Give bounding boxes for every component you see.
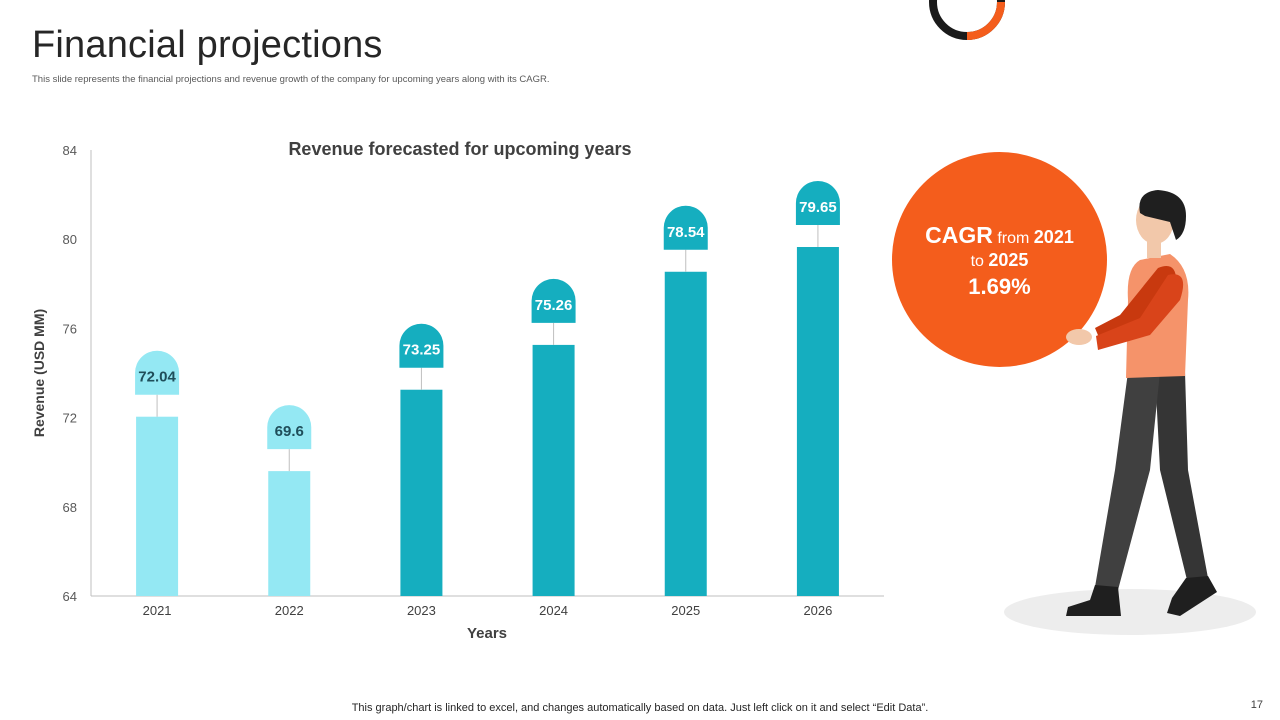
data-label: 73.25 (403, 342, 441, 359)
bar (400, 389, 443, 596)
person-front-shoe (1066, 585, 1121, 616)
page-title: Financial projections (32, 24, 383, 66)
label-bubble (531, 278, 576, 323)
label-bubble (663, 205, 708, 250)
x-tick-label: 2024 (539, 603, 568, 618)
person-back-arm (1095, 266, 1177, 340)
label-bubble (795, 181, 840, 226)
person-hand (1066, 329, 1092, 345)
y-tick-label: 76 (63, 321, 77, 336)
y-axis-label: Revenue (USD MM) (31, 309, 47, 437)
x-tick-label: 2023 (407, 603, 436, 618)
data-label: 79.65 (799, 199, 837, 216)
data-label: 72.04 (138, 369, 176, 386)
page-number: 17 (1250, 699, 1263, 711)
x-tick-label: 2025 (671, 603, 700, 618)
revenue-bar-chart: Revenue forecasted for upcoming years Re… (31, 139, 884, 642)
person-front-leg (1095, 372, 1160, 590)
data-label: 69.6 (275, 423, 304, 440)
y-tick-label: 64 (63, 589, 77, 604)
data-label: 78.54 (667, 224, 705, 241)
bar (532, 344, 575, 596)
person-hair (1139, 190, 1186, 240)
chart-title: Revenue forecasted for upcoming years (288, 139, 631, 159)
bar (796, 247, 839, 596)
cagr-line-2: to 2025 (892, 250, 1107, 271)
y-tick-label: 72 (63, 411, 77, 426)
floor-shadow (1004, 589, 1256, 635)
cagr-to-year: 2025 (988, 250, 1029, 270)
bar (664, 271, 707, 596)
decorative-ring-icon (929, 0, 1005, 40)
cagr-label: CAGR (925, 222, 993, 248)
person-back-leg (1155, 372, 1208, 584)
person-illustration (1004, 190, 1256, 635)
y-tick-label: 84 (63, 143, 77, 158)
cagr-to-word: to (970, 253, 984, 270)
label-bubble (267, 405, 312, 450)
person-back-shoe (1167, 576, 1217, 616)
footer-note: This graph/chart is linked to excel, and… (351, 702, 929, 714)
y-tick-label: 80 (63, 232, 77, 247)
label-bubble (399, 323, 444, 368)
x-axis-label: Years (467, 625, 507, 642)
cagr-value: 1.69% (968, 274, 1031, 299)
x-tick-label: 2026 (803, 603, 832, 618)
bar (136, 416, 179, 596)
y-tick-label: 68 (63, 500, 77, 515)
cagr-from-word: from (997, 230, 1030, 247)
bar (268, 471, 311, 596)
cagr-line-1: CAGR from 2021 (892, 222, 1107, 249)
cagr-from-year: 2021 (1033, 227, 1074, 247)
x-tick-label: 2022 (275, 603, 304, 618)
person-front-arm (1096, 274, 1184, 350)
x-tick-label: 2021 (143, 603, 172, 618)
label-bubble (135, 350, 180, 395)
page-subtitle: This slide represents the financial proj… (32, 74, 550, 85)
data-label: 75.26 (535, 297, 573, 314)
